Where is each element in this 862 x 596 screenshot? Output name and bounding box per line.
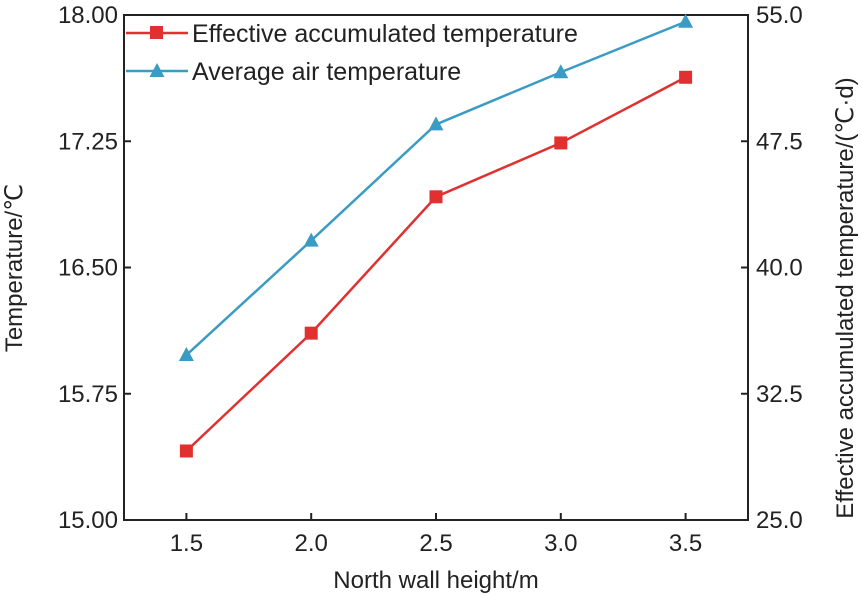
left-y-tick-label: 15.00 <box>58 507 118 534</box>
left-y-tick-label: 16.50 <box>58 255 118 282</box>
left-y-tick-label: 17.25 <box>58 128 118 155</box>
data-point-triangle <box>678 13 694 28</box>
data-point-square <box>304 326 318 340</box>
x-tick-label: 2.0 <box>295 530 328 557</box>
left-y-axis: 15.00 15.75 16.50 17.25 18.00 <box>58 2 131 534</box>
left-y-tick-label: 15.75 <box>58 381 118 408</box>
series-layer <box>178 13 694 458</box>
left-y-axis-title: Temperature/℃ <box>1 184 28 352</box>
data-point-square <box>429 190 443 204</box>
legend-item-effective: Effective accumulated temperature <box>126 20 578 48</box>
x-tick-label: 3.0 <box>544 530 577 557</box>
right-y-axis: 25.0 32.5 40.0 47.5 55.0 <box>741 2 803 534</box>
right-y-tick-label: 25.0 <box>756 507 803 534</box>
legend-label-effective: Effective accumulated temperature <box>192 20 578 48</box>
right-y-tick-label: 47.5 <box>756 128 803 155</box>
x-axis-title: North wall height/m <box>333 567 538 594</box>
legend-marker-square <box>150 26 163 39</box>
legend-item-average: Average air temperature <box>126 58 461 86</box>
data-point-square <box>554 136 568 150</box>
right-y-tick-label: 40.0 <box>756 255 803 282</box>
series-line-effective-accumulated-temperature <box>185 76 687 452</box>
data-point-triangle <box>428 116 444 131</box>
data-point-triangle <box>178 347 194 362</box>
data-point-square <box>179 444 193 458</box>
right-y-tick-label: 32.5 <box>756 381 803 408</box>
x-tick-label: 1.5 <box>170 530 203 557</box>
data-point-triangle <box>553 64 569 79</box>
legend-marker-triangle <box>149 63 165 77</box>
legend-label-average: Average air temperature <box>192 58 461 86</box>
data-point-triangle <box>303 232 319 247</box>
data-point-square <box>679 70 693 84</box>
legend: Effective accumulated temperature Averag… <box>126 20 578 86</box>
x-tick-label: 2.5 <box>419 530 452 557</box>
x-axis: 1.5 2.0 2.5 3.0 3.5 <box>170 513 702 557</box>
x-tick-label: 3.5 <box>669 530 702 557</box>
plot-frame <box>123 14 749 521</box>
left-y-tick-label: 18.00 <box>58 2 118 29</box>
right-y-tick-label: 55.0 <box>756 2 803 29</box>
right-y-axis-title: Effective accumulated temperature/(℃·d) <box>832 77 859 518</box>
